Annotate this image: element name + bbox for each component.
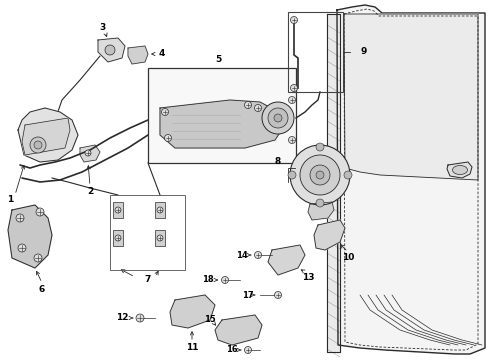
Circle shape bbox=[290, 145, 350, 205]
Circle shape bbox=[300, 155, 340, 195]
Circle shape bbox=[157, 207, 163, 213]
Circle shape bbox=[274, 292, 281, 298]
Polygon shape bbox=[314, 220, 345, 250]
Bar bbox=[155, 202, 165, 218]
Circle shape bbox=[289, 96, 295, 104]
Circle shape bbox=[316, 143, 324, 151]
Circle shape bbox=[162, 108, 169, 116]
Polygon shape bbox=[447, 162, 472, 178]
Circle shape bbox=[34, 254, 42, 262]
Circle shape bbox=[245, 102, 251, 108]
Circle shape bbox=[316, 199, 324, 207]
Text: 4: 4 bbox=[159, 49, 165, 58]
Circle shape bbox=[36, 208, 44, 216]
Circle shape bbox=[221, 276, 228, 284]
Polygon shape bbox=[80, 145, 100, 162]
Text: 11: 11 bbox=[186, 343, 198, 352]
Bar bbox=[113, 230, 123, 246]
Polygon shape bbox=[22, 118, 70, 155]
Polygon shape bbox=[160, 100, 285, 148]
Text: 5: 5 bbox=[215, 55, 221, 64]
Polygon shape bbox=[344, 14, 478, 180]
Circle shape bbox=[291, 17, 297, 23]
Circle shape bbox=[274, 114, 282, 122]
Text: 9: 9 bbox=[360, 48, 367, 57]
Polygon shape bbox=[8, 205, 52, 268]
Text: 15: 15 bbox=[204, 315, 216, 324]
Bar bbox=[110, 195, 185, 270]
Polygon shape bbox=[98, 38, 125, 62]
Text: 14: 14 bbox=[236, 251, 248, 260]
Text: 16: 16 bbox=[226, 346, 238, 355]
Ellipse shape bbox=[452, 166, 467, 175]
Polygon shape bbox=[215, 315, 262, 345]
Circle shape bbox=[245, 346, 251, 354]
Circle shape bbox=[18, 244, 26, 252]
Circle shape bbox=[30, 137, 46, 153]
Circle shape bbox=[105, 45, 115, 55]
Polygon shape bbox=[327, 14, 340, 352]
Circle shape bbox=[115, 235, 121, 241]
Polygon shape bbox=[308, 202, 334, 220]
Bar bbox=[148, 68, 296, 163]
Circle shape bbox=[85, 150, 91, 156]
Circle shape bbox=[115, 207, 121, 213]
Text: 6: 6 bbox=[39, 285, 45, 294]
Polygon shape bbox=[170, 295, 215, 328]
Bar bbox=[113, 202, 123, 218]
Bar bbox=[155, 230, 165, 246]
Circle shape bbox=[310, 165, 330, 185]
Polygon shape bbox=[128, 46, 148, 64]
Text: 10: 10 bbox=[342, 253, 354, 262]
Circle shape bbox=[34, 141, 42, 149]
Circle shape bbox=[16, 214, 24, 222]
Polygon shape bbox=[268, 245, 305, 275]
Circle shape bbox=[344, 171, 352, 179]
Circle shape bbox=[136, 314, 144, 322]
Circle shape bbox=[316, 171, 324, 179]
Text: 8: 8 bbox=[275, 158, 281, 166]
Circle shape bbox=[268, 108, 288, 128]
Bar bbox=[288, 12, 343, 92]
Circle shape bbox=[254, 252, 262, 258]
Circle shape bbox=[254, 104, 262, 112]
Circle shape bbox=[262, 102, 294, 134]
Text: 18: 18 bbox=[202, 275, 214, 284]
Text: 13: 13 bbox=[302, 274, 314, 283]
Text: 2: 2 bbox=[87, 188, 93, 197]
Text: 3: 3 bbox=[99, 23, 105, 32]
Polygon shape bbox=[337, 5, 485, 354]
Circle shape bbox=[165, 135, 172, 141]
Text: 17: 17 bbox=[242, 291, 254, 300]
Text: 1: 1 bbox=[7, 195, 13, 204]
Circle shape bbox=[291, 85, 297, 91]
Circle shape bbox=[289, 136, 295, 144]
Circle shape bbox=[157, 235, 163, 241]
Text: 7: 7 bbox=[145, 275, 151, 284]
Polygon shape bbox=[18, 108, 78, 162]
Text: 12: 12 bbox=[116, 314, 128, 323]
Circle shape bbox=[288, 171, 296, 179]
